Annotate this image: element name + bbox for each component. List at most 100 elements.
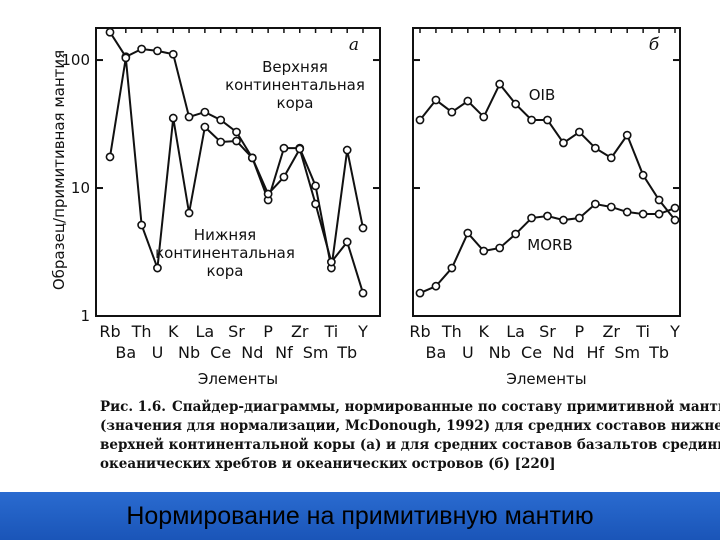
x-tick-label: Ce [521, 343, 542, 362]
x-tick-label: P [263, 322, 273, 341]
caption-text: Спайдер-диаграммы, нормированные по сост… [171, 399, 720, 415]
caption-line: океанических хребтов и океанических остр… [100, 455, 700, 474]
data-point [590, 143, 600, 153]
data-point [326, 257, 336, 267]
x-tick-label: Ce [210, 343, 231, 362]
data-point [670, 203, 680, 213]
data-point [670, 215, 680, 225]
x-tick-label: Th [131, 322, 152, 341]
data-point [342, 237, 352, 247]
x-tick-label: Nb [178, 343, 200, 362]
data-point [168, 49, 178, 59]
x-tick-label: La [506, 322, 525, 341]
x-tick-label: Hf [586, 343, 604, 362]
caption-line: Рис. 1.6. Спайдер-диаграммы, нормированны… [100, 398, 720, 417]
caption-line: (значения для нормализации, McDonough, 1… [100, 417, 720, 436]
y-tick-label: 1 [80, 307, 90, 325]
data-point [654, 209, 664, 219]
series-line [419, 82, 676, 221]
x-tick-label: Sr [539, 322, 556, 341]
series-label-line: Верхняя [262, 58, 328, 76]
data-point [622, 207, 632, 217]
data-point [184, 208, 194, 218]
data-point [463, 96, 473, 106]
data-point [431, 95, 441, 105]
data-point [200, 122, 210, 132]
caption-line: верхней континентальной коры (а) и для с… [100, 436, 720, 455]
x-tick-label: Sm [614, 343, 640, 362]
data-point [654, 195, 664, 205]
data-point [216, 115, 226, 125]
data-point [121, 53, 131, 63]
series-label-line: кора [207, 262, 244, 280]
x-axis-label: Элементы [198, 370, 278, 388]
data-point [279, 143, 289, 153]
x-tick-label: Rb [99, 322, 120, 341]
data-point [622, 130, 632, 140]
caption-text: (значения для нормализации, McDonough, 1… [100, 418, 720, 434]
series-label-line: континентальная [155, 244, 295, 262]
data-point [559, 215, 568, 225]
series-label-line: кора [277, 94, 314, 112]
x-tick-label: Zr [602, 322, 620, 341]
x-tick-label: Nd [552, 343, 574, 362]
x-tick-label: Y [669, 322, 680, 341]
x-tick-label: Y [357, 322, 368, 341]
y-tick-label: 10 [71, 179, 90, 197]
caption-label: Рис. 1.6. [100, 399, 166, 415]
data-point [200, 107, 210, 117]
data-point [495, 243, 505, 253]
data-point [263, 189, 273, 199]
data-point [527, 213, 536, 223]
x-tick-label: Tb [336, 343, 357, 362]
data-point [168, 113, 178, 123]
data-point [415, 288, 425, 298]
series-label-line: континентальная [225, 76, 365, 94]
data-point [606, 153, 616, 163]
x-tick-label: La [196, 322, 215, 341]
caption-text: океанических хребтов и океанических остр… [100, 456, 556, 472]
x-tick-label: U [462, 343, 474, 362]
data-point [638, 170, 648, 180]
data-point [184, 112, 194, 122]
data-point [358, 223, 368, 233]
footer: Нормирование на примитивную мантию [0, 492, 720, 540]
data-point [105, 27, 115, 37]
data-point [463, 228, 473, 238]
data-point [279, 172, 289, 182]
data-point [574, 127, 584, 137]
panel-label: б [649, 35, 660, 55]
data-point [495, 79, 505, 89]
x-tick-label: U [152, 343, 164, 362]
data-point [479, 246, 489, 256]
data-point [358, 288, 368, 298]
x-tick-label: Ti [635, 322, 650, 341]
x-tick-label: Tb [648, 343, 669, 362]
series-label: Нижняя континентальная кора [155, 226, 295, 280]
x-tick-label: Rb [409, 322, 430, 341]
x-tick-label: K [168, 322, 179, 341]
plot-frame [412, 27, 681, 317]
data-point [295, 144, 305, 154]
data-point [232, 127, 241, 137]
series-label: MORB [527, 236, 572, 254]
data-point [342, 145, 352, 155]
series-label: OIB [529, 86, 556, 104]
series-label-line: Нижняя [194, 226, 256, 244]
x-tick-label: Ba [426, 343, 447, 362]
data-point [137, 44, 147, 54]
y-tick-label: 100 [61, 51, 90, 69]
data-point [137, 220, 147, 230]
data-point [232, 136, 241, 146]
plot-frame [95, 27, 381, 317]
data-point [543, 115, 552, 125]
x-tick-label: Nd [241, 343, 263, 362]
x-tick-label: Nb [489, 343, 511, 362]
data-point [153, 263, 162, 273]
charts: 110100RbBaThUKNbLaCeSrNdPNfZrSmTiTbYЭлем… [50, 27, 681, 388]
data-point [511, 99, 521, 109]
series-label: Верхняя континентальная кора [225, 58, 365, 112]
data-point [247, 153, 257, 163]
data-point [638, 209, 648, 219]
x-tick-label: Nf [275, 343, 293, 362]
